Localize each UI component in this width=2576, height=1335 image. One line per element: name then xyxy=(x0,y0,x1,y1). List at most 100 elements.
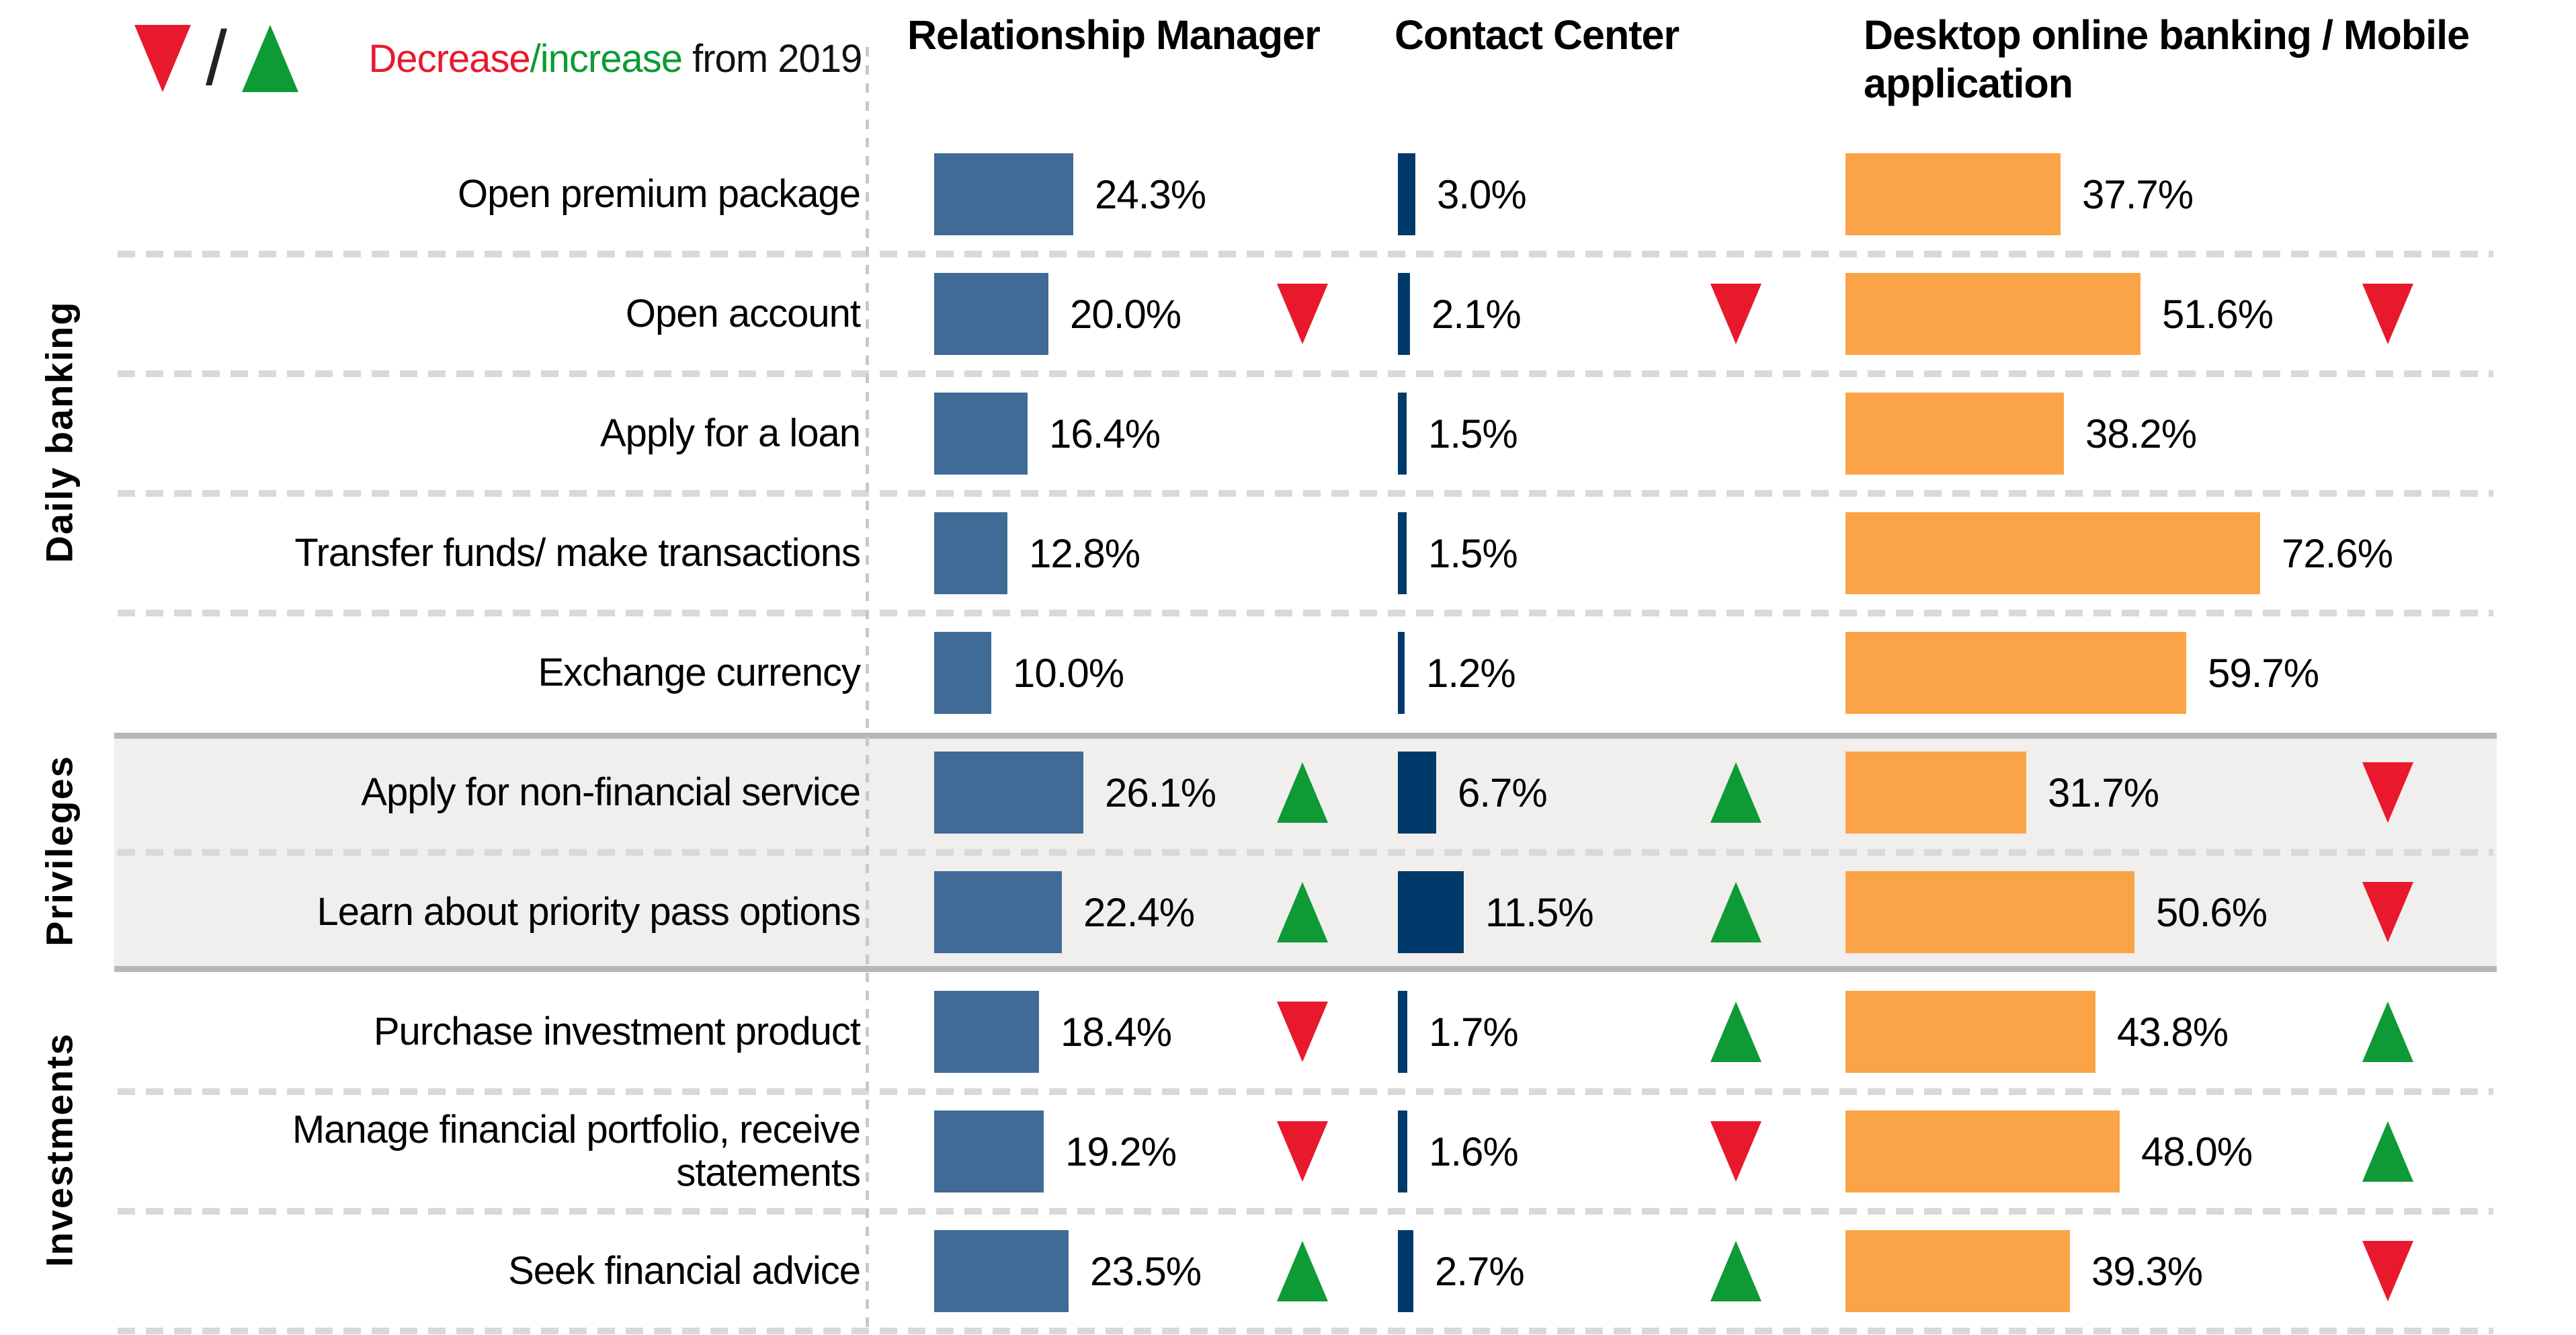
row-separator-dashed xyxy=(118,1088,2493,1095)
value-desktop: 51.6% xyxy=(2162,291,2274,337)
increase-triangle xyxy=(1277,882,1328,942)
bar-cc xyxy=(1398,871,1464,953)
arrow-down-icon xyxy=(2362,733,2413,852)
arrow-down-icon xyxy=(2362,254,2413,374)
value-rm: 22.4% xyxy=(1083,889,1195,935)
row-separator-dashed xyxy=(118,251,2493,257)
bar-cc xyxy=(1398,752,1436,834)
decrease-triangle xyxy=(1710,284,1761,344)
decrease-arrow-icon xyxy=(134,25,191,92)
bar-desktop xyxy=(1845,273,2141,355)
bar-desktop xyxy=(1845,871,2134,953)
arrow-down-icon xyxy=(2362,1211,2413,1331)
row-separator-dashed xyxy=(118,370,2493,377)
legend-text-slash: / xyxy=(530,36,541,81)
increase-triangle xyxy=(1710,1241,1761,1301)
bar-cc xyxy=(1398,153,1415,235)
value-desktop: 43.8% xyxy=(2117,1009,2229,1055)
arrow-down-icon xyxy=(1277,1092,1328,1211)
row-separator-dashed xyxy=(118,1328,2493,1334)
row-label: Open premium package xyxy=(458,172,861,216)
value-cc: 11.5% xyxy=(1485,889,1594,935)
bar-desktop xyxy=(1845,991,2095,1073)
value-desktop: 48.0% xyxy=(2141,1129,2253,1174)
bar-cc xyxy=(1398,991,1407,1073)
value-desktop: 39.3% xyxy=(2091,1248,2203,1294)
bar-rm xyxy=(934,871,1062,953)
legend-increase-label: increase xyxy=(540,36,683,81)
row-label: Purchase investment product xyxy=(373,1010,861,1053)
row-separator-dashed xyxy=(118,610,2493,616)
value-rm: 10.0% xyxy=(1013,650,1124,696)
bar-rm xyxy=(934,273,1048,355)
value-cc: 1.5% xyxy=(1428,530,1518,576)
value-desktop: 37.7% xyxy=(2082,171,2194,217)
bar-desktop xyxy=(1845,752,2026,834)
value-rm: 26.1% xyxy=(1105,770,1216,815)
bar-cc xyxy=(1398,512,1407,594)
legend-suffix: from 2019 xyxy=(682,36,862,81)
arrow-down-icon xyxy=(1710,254,1761,374)
value-rm: 20.0% xyxy=(1070,291,1181,337)
vertical-dashed-separator xyxy=(866,47,869,1335)
bar-cc xyxy=(1398,1230,1413,1312)
increase-triangle xyxy=(2362,1121,2413,1182)
bar-desktop xyxy=(1845,632,2186,714)
row-label: Apply for non-financial service xyxy=(361,770,861,814)
column-header-relationship-manager: Relationship Manager xyxy=(907,12,1321,58)
value-rm: 16.4% xyxy=(1049,411,1161,456)
value-cc: 6.7% xyxy=(1458,770,1548,815)
column-header-desktop-mobile: Desktop online banking / Mobile applicat… xyxy=(1864,12,2470,106)
arrow-down-icon xyxy=(1277,254,1328,374)
bar-rm xyxy=(934,1230,1069,1312)
increase-triangle xyxy=(1710,762,1761,823)
increase-triangle xyxy=(1710,1002,1761,1062)
table-row: Apply for non-financial service 26.1% 6.7%… xyxy=(0,733,2576,852)
decrease-triangle xyxy=(1277,1002,1328,1062)
value-cc: 3.0% xyxy=(1437,171,1527,217)
row-separator-dashed xyxy=(118,490,2493,497)
decrease-triangle xyxy=(2362,284,2413,344)
row-label: Seek financial advice xyxy=(508,1249,861,1293)
bar-rm xyxy=(934,632,991,714)
table-row: Open account 20.0% 2.1% 51.6% xyxy=(0,254,2576,374)
arrow-up-icon xyxy=(2362,972,2413,1092)
legend-slash: / xyxy=(206,15,227,102)
legend-decrease-label: Decrease xyxy=(368,36,530,81)
bar-desktop xyxy=(1845,393,2064,475)
bar-cc xyxy=(1398,273,1410,355)
decrease-triangle xyxy=(2362,762,2413,823)
decrease-triangle xyxy=(1710,1121,1761,1182)
value-cc: 2.7% xyxy=(1435,1248,1525,1294)
bar-desktop xyxy=(1845,512,2260,594)
table-row: Seek financial advice 23.5% 2.7% 39.3% xyxy=(0,1211,2576,1331)
value-rm: 12.8% xyxy=(1029,530,1140,576)
table-row: Transfer funds/ make transactions 12.8% 1.… xyxy=(0,493,2576,613)
bar-rm xyxy=(934,752,1083,834)
row-label: Open account xyxy=(625,292,861,335)
value-cc: 1.2% xyxy=(1426,650,1516,696)
row-label: Apply for a loan xyxy=(599,411,861,455)
table-row: Exchange currency 10.0% 1.2% 59.7% xyxy=(0,613,2576,733)
bar-rm xyxy=(934,153,1073,235)
bar-rm xyxy=(934,1110,1044,1192)
table-row: Learn about priority pass options 22.4% 11… xyxy=(0,852,2576,972)
bar-rm xyxy=(934,393,1028,475)
value-cc: 1.7% xyxy=(1429,1009,1519,1055)
value-desktop: 31.7% xyxy=(2048,770,2159,815)
value-cc: 1.6% xyxy=(1429,1129,1519,1174)
row-separator-dashed xyxy=(118,849,2493,856)
group-label-privileges: Privileges xyxy=(38,755,81,946)
table-row: Manage financial portfolio, receive stat… xyxy=(0,1092,2576,1211)
arrow-up-icon xyxy=(1710,1211,1761,1331)
table-row: Apply for a loan 16.4% 1.5% 38.2% xyxy=(0,374,2576,493)
arrow-down-icon xyxy=(2362,852,2413,972)
arrow-down-icon xyxy=(1277,972,1328,1092)
bar-desktop xyxy=(1845,1110,2120,1192)
bar-desktop xyxy=(1845,1230,2070,1312)
row-separator-dashed xyxy=(118,1208,2493,1215)
decrease-triangle xyxy=(2362,1241,2413,1301)
arrow-up-icon xyxy=(1277,852,1328,972)
arrow-up-icon xyxy=(1277,733,1328,852)
